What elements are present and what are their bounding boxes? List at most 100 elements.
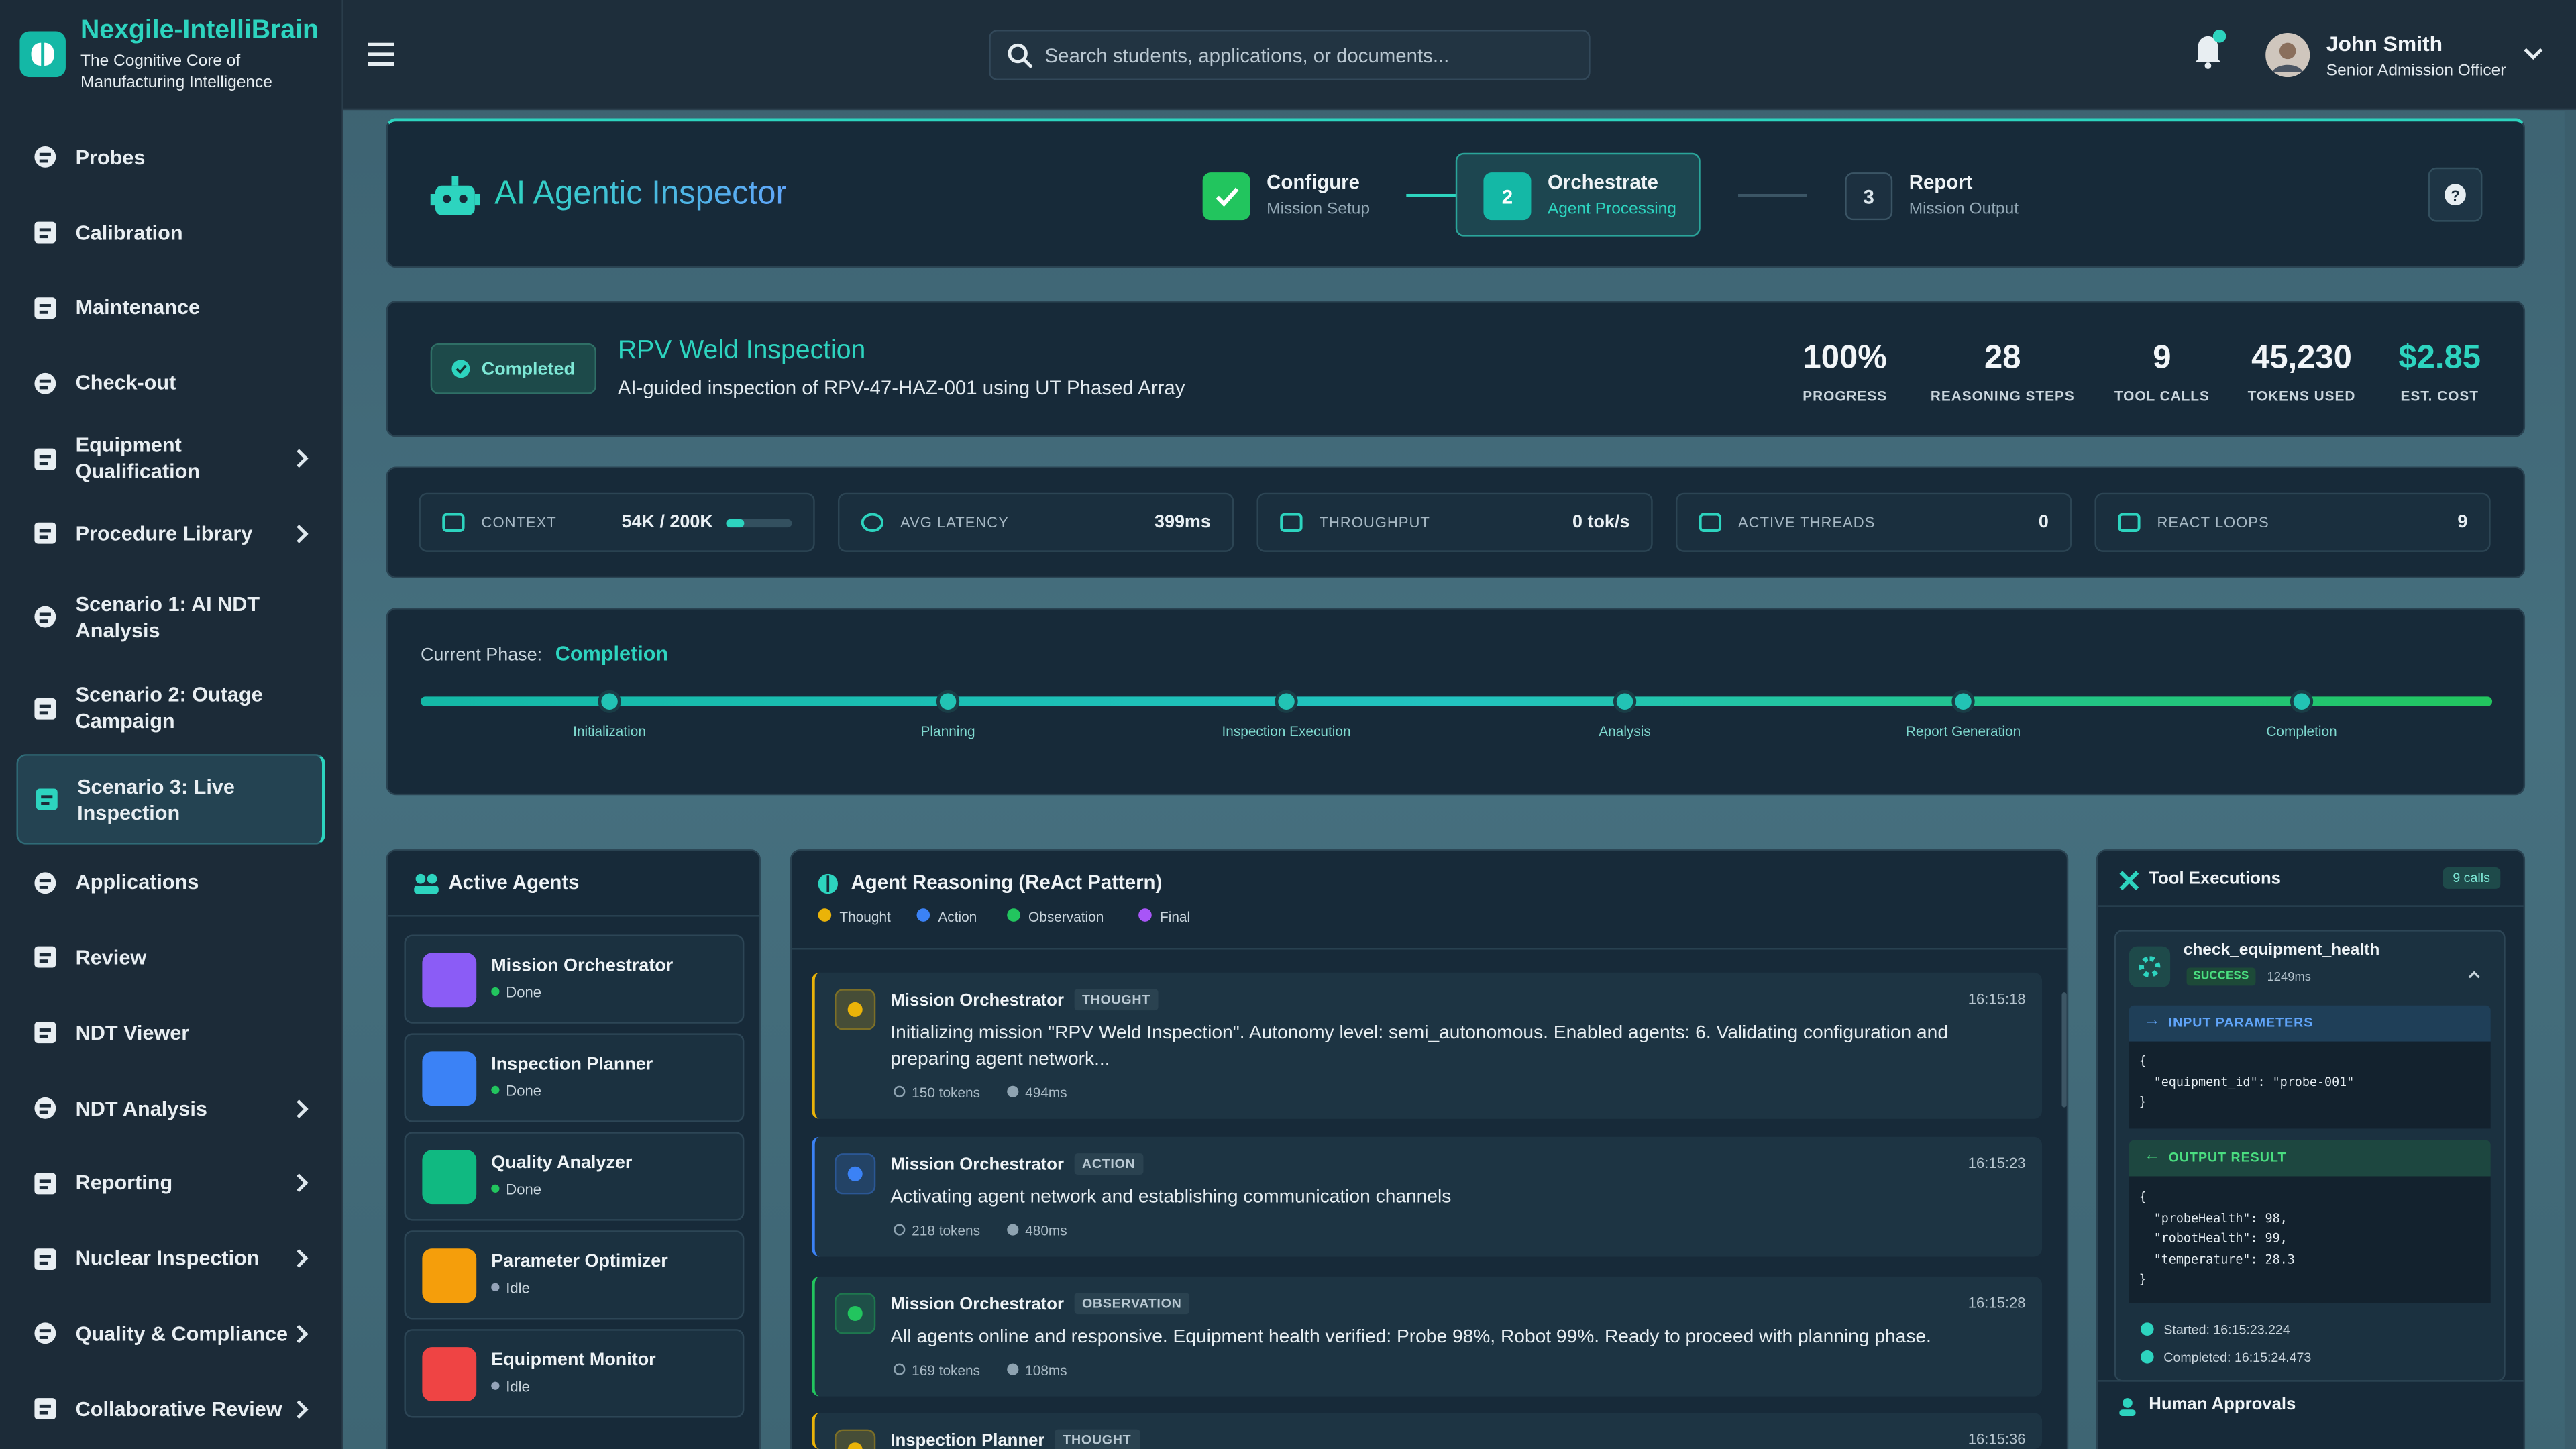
- nav-icon: [32, 219, 60, 247]
- nav-item[interactable]: Nuclear Inspection: [16, 1221, 325, 1296]
- notifications-button[interactable]: [2192, 28, 2228, 71]
- status-text: Completed: [481, 359, 575, 379]
- entry-icon-dot: [847, 1002, 863, 1017]
- nav-icon: [32, 294, 60, 322]
- input-label: INPUT PARAMETERS: [2168, 1015, 2314, 1030]
- nav-label: NDT Viewer: [75, 1021, 190, 1045]
- nav-label: Check-out: [75, 372, 176, 395]
- phase-dot: [1275, 690, 1298, 713]
- step-subtitle: Agent Processing: [1547, 200, 1676, 219]
- collapse-toggle[interactable]: [2467, 958, 2481, 987]
- phase-current: Completion: [555, 642, 669, 665]
- mission-title[interactable]: RPV Weld Inspection: [617, 337, 866, 365]
- nav-label: Procedure Library: [75, 522, 253, 545]
- help-button[interactable]: ?: [2428, 167, 2483, 222]
- stat-value: 9: [2153, 339, 2171, 376]
- arrow: ←: [2143, 1146, 2161, 1165]
- nav-item[interactable]: Probes: [16, 120, 325, 195]
- nav-icon-svg: [34, 447, 56, 470]
- meta-icon: [1007, 1363, 1019, 1375]
- entry-agent: Mission Orchestrator: [890, 990, 1065, 1011]
- brand-name: Nexgile-IntelliBrain: [80, 16, 319, 45]
- metric-icon: [442, 511, 465, 534]
- agent-status-dot: [491, 1085, 500, 1095]
- panel-divider: [2098, 1380, 2524, 1382]
- scrollbar: [2061, 992, 2067, 1108]
- nav-item[interactable]: Collaborative Review: [16, 1372, 325, 1447]
- agent-card[interactable]: Parameter Optimizer Idle: [404, 1230, 745, 1320]
- nav-item[interactable]: Maintenance: [16, 270, 325, 345]
- step-title: Configure: [1267, 170, 1360, 194]
- entry-time: 16:15:18: [1968, 990, 2026, 1008]
- nav-item[interactable]: Reporting: [16, 1146, 325, 1221]
- nav-icon: [32, 1395, 60, 1424]
- agent-status: Done: [506, 1082, 541, 1099]
- tool-completed: Completed: 16:15:24.473: [2163, 1350, 2312, 1366]
- nav-item[interactable]: Quality & Compliance: [16, 1296, 325, 1371]
- nav-item[interactable]: Applications: [16, 845, 325, 920]
- nav-item[interactable]: Scenario 1: AI NDT Analysis: [16, 572, 325, 663]
- nav-label: Applications: [75, 871, 199, 894]
- agent-card[interactable]: Equipment Monitor Idle: [404, 1329, 745, 1418]
- metric: ACTIVE THREADS 0: [1675, 492, 2072, 552]
- agent-card[interactable]: Inspection Planner Done: [404, 1033, 745, 1122]
- legend-swatch: [1138, 908, 1152, 922]
- nav-item[interactable]: Scenario 3: Live Inspection: [16, 753, 325, 845]
- agent-icon: [422, 1150, 477, 1205]
- robot-icon: [430, 176, 480, 215]
- nav-item[interactable]: Scenario 2: Outage Campaign: [16, 663, 325, 754]
- nav-item[interactable]: NDT Viewer: [16, 996, 325, 1071]
- user-menu-toggle[interactable]: [2524, 48, 2543, 61]
- entry-type: ACTION: [1073, 1153, 1144, 1175]
- nav-item[interactable]: NDT Analysis: [16, 1071, 325, 1146]
- nav-icon: [32, 1320, 60, 1348]
- step-title: Report: [1909, 170, 1973, 194]
- brand-tagline: The Cognitive Core of Manufacturing Inte…: [80, 52, 272, 93]
- entry-time: 16:15:36: [1968, 1431, 2026, 1448]
- nav-label: Calibration: [75, 221, 183, 245]
- nav-label: Maintenance: [75, 297, 201, 320]
- tool-status: SUCCESS: [2186, 967, 2256, 986]
- panel-divider: [792, 948, 2067, 950]
- page-scrollbar: [2564, 110, 2576, 1449]
- step-title: Orchestrate: [1547, 170, 1658, 194]
- metric-icon: [1280, 511, 1303, 534]
- tools-title: Tool Executions: [2149, 869, 2281, 889]
- menu-button[interactable]: [368, 42, 394, 66]
- metric-icon-svg: [2118, 513, 2141, 532]
- nav-icon: [32, 1094, 60, 1122]
- legend-label: Action: [938, 908, 977, 925]
- phase-label: Current Phase:: [420, 645, 543, 665]
- nav-label: Probes: [75, 146, 146, 169]
- agent-card[interactable]: Quality Analyzer Done: [404, 1132, 745, 1221]
- agent-status: Done: [506, 1181, 541, 1198]
- nav-item[interactable]: Check-out: [16, 345, 325, 421]
- output-json: { "probeHealth": 98, "robotHealth": 99, …: [2129, 1176, 2491, 1303]
- metric-value: 9: [2457, 513, 2468, 533]
- metric-icon-svg: [1699, 513, 1722, 532]
- panel-divider: [387, 915, 759, 917]
- agent-status-dot: [491, 987, 500, 996]
- stat: 100% PROGRESS: [1803, 340, 1887, 405]
- nav-item[interactable]: Calibration: [16, 195, 325, 270]
- nav-icon: [32, 445, 60, 473]
- entry-tokens: 218 tokens: [912, 1222, 981, 1239]
- search-box[interactable]: Search students, applications, or docume…: [989, 30, 1591, 81]
- nav-icon: [32, 944, 60, 972]
- nav-icon-svg: [36, 788, 58, 810]
- nav-icon-svg: [34, 871, 56, 894]
- phase-dot: [1951, 690, 1975, 713]
- user-avatar[interactable]: [2265, 32, 2310, 78]
- help-icon: ?: [2445, 184, 2466, 206]
- nav-item[interactable]: Review: [16, 920, 325, 996]
- agent-icon: [422, 1051, 477, 1106]
- approvals-title: Human Approvals: [2149, 1395, 2296, 1415]
- nav-item[interactable]: Procedure Library: [16, 496, 325, 572]
- metric-icon-svg: [442, 513, 465, 532]
- stat: 28 REASONING STEPS: [1931, 340, 2075, 405]
- completed-dot: [2141, 1350, 2154, 1364]
- nav-item[interactable]: Equipment Qualification: [16, 421, 325, 496]
- agent-icon: [422, 1248, 477, 1303]
- check-icon: [1215, 186, 1238, 206]
- agent-card[interactable]: Mission Orchestrator Done: [404, 934, 745, 1024]
